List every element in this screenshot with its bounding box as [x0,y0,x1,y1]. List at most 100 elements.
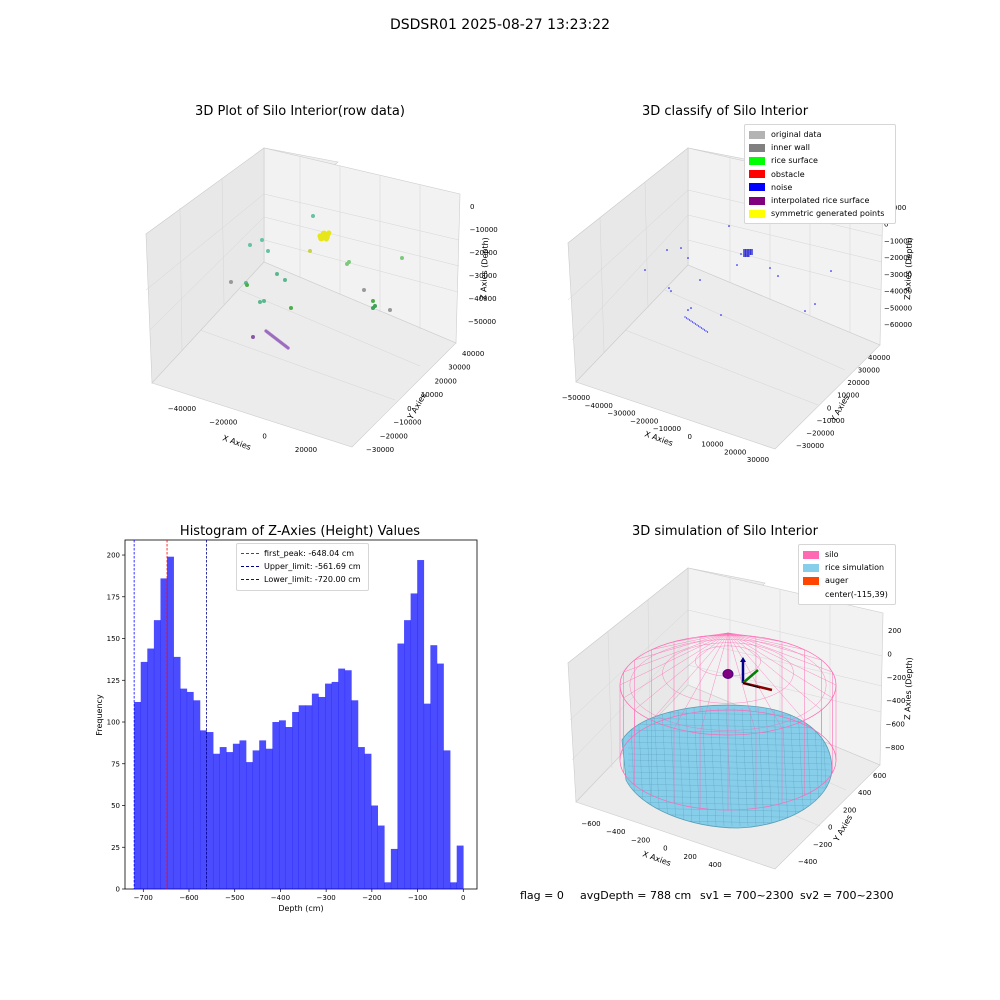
y-tick-label: 50 [111,802,120,810]
histogram-bar [318,696,326,889]
legend-swatch [749,156,765,165]
x-tick-label: 20000 [724,448,746,456]
x-tick-label: −40000 [585,402,613,410]
histogram-bar [180,688,188,889]
data-point [245,283,249,287]
histogram-ylabel: Frequency [95,694,104,736]
histogram-bar [357,747,365,889]
legend-swatch [803,576,819,585]
raw-data-points [229,214,404,350]
z-tick-label: −20000 [884,254,912,262]
raw-plot-title: 3D Plot of Silo Interior(row data) [195,104,405,119]
x-tick-label: −30000 [607,410,635,418]
histogram-bar [450,882,458,889]
y-tick-label: −400 [798,858,817,866]
legend-label: noise [771,182,793,192]
histogram-bar [325,683,332,889]
histogram-bar [404,620,411,889]
data-point [693,322,695,324]
raw-grid [145,157,460,401]
y-tick-label: 0 [828,824,832,832]
flag-text: flag = 0 [520,889,564,902]
legend-entry: inner wall [749,141,891,154]
histogram-bar [206,732,214,889]
simulation-zlabel: Z Axies (Depth) [903,657,914,720]
histogram-bar [272,722,280,889]
center-marker [722,669,734,679]
z-tick-label: 0 [887,650,891,658]
legend-line-swatch [241,566,259,568]
data-point [685,317,688,319]
data-point [286,346,290,350]
data-point [740,253,742,255]
x-tick-label: −20000 [209,419,237,427]
data-point [262,299,266,303]
histogram-bar [364,753,372,889]
histogram-bar [292,711,300,889]
histogram-bar [436,663,444,889]
data-point [371,306,375,310]
histogram-legend: first_peak: -648.04 cm Upper_limit: -561.… [236,543,369,591]
sv1-text: sv1 = 700~2300 [700,889,794,902]
data-point [684,316,686,318]
x-tick-label: 400 [708,861,721,869]
y-tick-label: 400 [858,789,871,797]
y-tick-label: 0 [116,886,120,894]
x-tick-label: 200 [684,853,697,861]
x-tick-label: 0 [262,432,266,440]
data-point [699,279,701,281]
histogram-bar [153,620,161,889]
histogram-bar [239,740,247,889]
data-point [345,262,349,266]
legend-label: Upper_limit: -561.69 cm [264,562,361,572]
data-point [769,267,771,269]
histogram-bar [147,648,155,889]
z-tick-label: −30000 [884,271,912,279]
data-point [248,243,252,247]
classify-data-points [644,225,832,333]
legend-swatch [803,563,819,572]
data-point [680,247,682,249]
histogram-xlabel: Depth (cm) [278,904,323,913]
data-point [751,251,753,253]
x-tick-label: −400 [271,894,290,902]
legend-entry: auger [803,574,891,587]
data-point [747,253,750,255]
silo-wireframe [619,632,837,811]
y-tick-label: −30000 [366,446,394,454]
histogram-bar [338,668,346,889]
x-tick-label: −500 [225,894,244,902]
data-point [746,251,749,253]
z-tick-label: −30000 [469,272,497,280]
data-point [400,256,404,260]
histogram-bar [390,848,398,889]
z-tick-label: −400 [886,697,905,705]
x-tick-label: 0 [663,845,667,853]
legend-label: Lower_limit: -720.00 cm [264,575,361,585]
z-tick-label: −10000 [884,237,912,245]
histogram-bar [298,705,306,889]
z-tick-label: −800 [885,744,904,752]
data-point [751,253,753,255]
y-tick-label: 125 [107,677,120,685]
histogram-bar [226,752,234,889]
data-point [266,249,270,253]
histogram-bar [167,556,174,889]
raw-tick-labels: −40000 −20000 0 20000 40000 30000 20000 10000 0 −… [168,203,498,454]
data-point [687,257,689,259]
data-point [668,287,670,289]
z-tick-label: −200 [887,674,906,682]
z-tick-label: 0 [884,221,888,229]
x-tick-label: −400 [606,828,625,836]
histogram-bar [305,705,313,889]
data-point [743,251,745,253]
legend-label: silo [825,550,839,560]
z-tick-label: −40000 [884,288,912,296]
data-point [746,253,749,255]
x-tick-label: 10000 [701,441,723,449]
data-point [749,249,752,251]
histogram-bar [285,727,293,889]
legend-label: symmetric generated points [771,209,885,219]
histogram-bar [219,747,227,889]
